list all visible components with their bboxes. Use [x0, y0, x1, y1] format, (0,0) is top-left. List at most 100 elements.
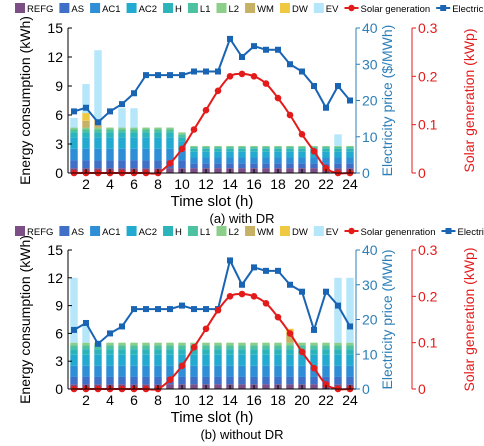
bar-segment-ac2 [190, 354, 198, 366]
bar-segment-as [298, 163, 306, 169]
bar-segment-l1 [214, 146, 222, 149]
x-tick-label: 6 [130, 392, 138, 408]
bar-segment-ac2 [106, 137, 114, 149]
bar-segment-l2 [166, 342, 174, 346]
x-tick-label: 24 [342, 392, 358, 408]
x-tick-label: 14 [222, 176, 238, 192]
bar-segment-l1 [250, 345, 258, 350]
legend-label: AS [71, 4, 84, 15]
x-tick-label: 2 [82, 176, 90, 192]
x-tick-label: 10 [174, 392, 190, 408]
x-tick-label: 4 [106, 392, 114, 408]
solar-point [214, 306, 222, 314]
price-point [143, 72, 149, 79]
price-point [179, 72, 185, 79]
bar-segment-h [334, 148, 342, 152]
bar-segment-h [250, 349, 258, 355]
price-point [107, 108, 113, 115]
bar-segment-h [178, 349, 186, 355]
bar-segment-h [226, 349, 234, 355]
bar-segment-l1 [154, 345, 162, 350]
x-tick-label: 10 [174, 176, 190, 192]
y-tick-label-left: 15 [47, 242, 63, 258]
bar-segment-l2 [142, 127, 150, 130]
bar-segment-l2 [226, 145, 234, 147]
bar-segment-ac2 [310, 354, 318, 366]
bar-segment-l2 [130, 127, 138, 130]
bar-segment-ac1 [70, 148, 78, 161]
bar-segment-ac1 [118, 148, 126, 161]
figure-caption: (b) without DR [200, 427, 283, 442]
bar-segment-l2 [298, 342, 306, 346]
price-point [203, 68, 209, 75]
solar-point [190, 126, 198, 133]
legend-swatch-refg [15, 3, 25, 13]
bar-segment-l2 [322, 342, 330, 346]
bar-segment-h [70, 132, 78, 138]
bar-segment-ac2 [94, 137, 102, 149]
bar-segment-as [70, 376, 78, 385]
bar-segment-as [202, 163, 210, 169]
bar-segment-h [286, 148, 294, 152]
bar-segment-h [166, 349, 174, 355]
bar-segment-ac1 [214, 365, 222, 377]
bar-segment-l1 [274, 146, 282, 149]
bar-segment-as [322, 376, 330, 385]
y-tick-label-price: 30 [362, 56, 378, 72]
bar-segment-h [322, 349, 330, 355]
bar-segment-l1 [310, 146, 318, 149]
bar-segment-l1 [250, 146, 258, 149]
x-tick-label: 22 [318, 392, 334, 408]
x-tick-label: 24 [342, 176, 358, 192]
bar-segment-ac2 [274, 354, 282, 366]
bar-segment-l2 [238, 342, 246, 346]
bar-segment-h [238, 349, 246, 355]
bar-segment-ac1 [166, 365, 174, 377]
price-point [191, 306, 197, 313]
y-tick-label-price: 40 [362, 20, 378, 36]
price-point [239, 281, 245, 288]
bar-segment-ac2 [82, 354, 90, 366]
bar-segment-ac2 [346, 151, 354, 158]
legend-label: AC1 [102, 227, 120, 238]
bar-segment-ac1 [82, 365, 90, 377]
bar-segment-l2 [286, 145, 294, 147]
bar-segment-l2 [94, 127, 102, 130]
x-tick-label: 16 [246, 176, 262, 192]
bar-segment-ac2 [154, 137, 162, 149]
legend-label: AS [71, 227, 84, 238]
bar-segment-l1 [286, 146, 294, 149]
bar-segment-ac1 [286, 365, 294, 377]
bar-segment-refg [286, 168, 294, 173]
bar-segment-h [286, 349, 294, 355]
bar-segment-l2 [262, 342, 270, 346]
bar-segment-as [286, 376, 294, 385]
bar-segment-ac1 [154, 148, 162, 161]
bar-segment-ac1 [346, 157, 354, 164]
legend-label: AC1 [102, 4, 120, 15]
legend-marker-price [445, 228, 452, 234]
price-point [287, 281, 293, 288]
y-tick-label-solar: 0.1 [418, 117, 438, 133]
bar-segment-refg [214, 384, 222, 389]
bar-segment-ac1 [334, 157, 342, 164]
bar-segment-as [94, 376, 102, 385]
solar-point [286, 330, 294, 337]
bar-segment-ac1 [310, 157, 318, 164]
bar-segment-ac2 [298, 354, 306, 366]
bar-segment-ac2 [166, 137, 174, 149]
bar-segment-ac2 [298, 151, 306, 158]
price-point [95, 340, 101, 347]
price-point [167, 72, 173, 79]
bar-segment-l1 [142, 129, 150, 133]
bar-segment-l1 [334, 345, 342, 350]
y-tick-label-solar: 0.3 [418, 242, 438, 258]
legend-swatch-ac2 [126, 226, 137, 236]
bar-segment-ac1 [286, 157, 294, 164]
x-tick-label: 12 [198, 176, 214, 192]
bar-segment-refg [310, 168, 318, 173]
legend-swatch-dw [279, 226, 290, 236]
bar-segment-ac2 [70, 354, 78, 366]
legend-swatch-l1 [187, 226, 198, 236]
